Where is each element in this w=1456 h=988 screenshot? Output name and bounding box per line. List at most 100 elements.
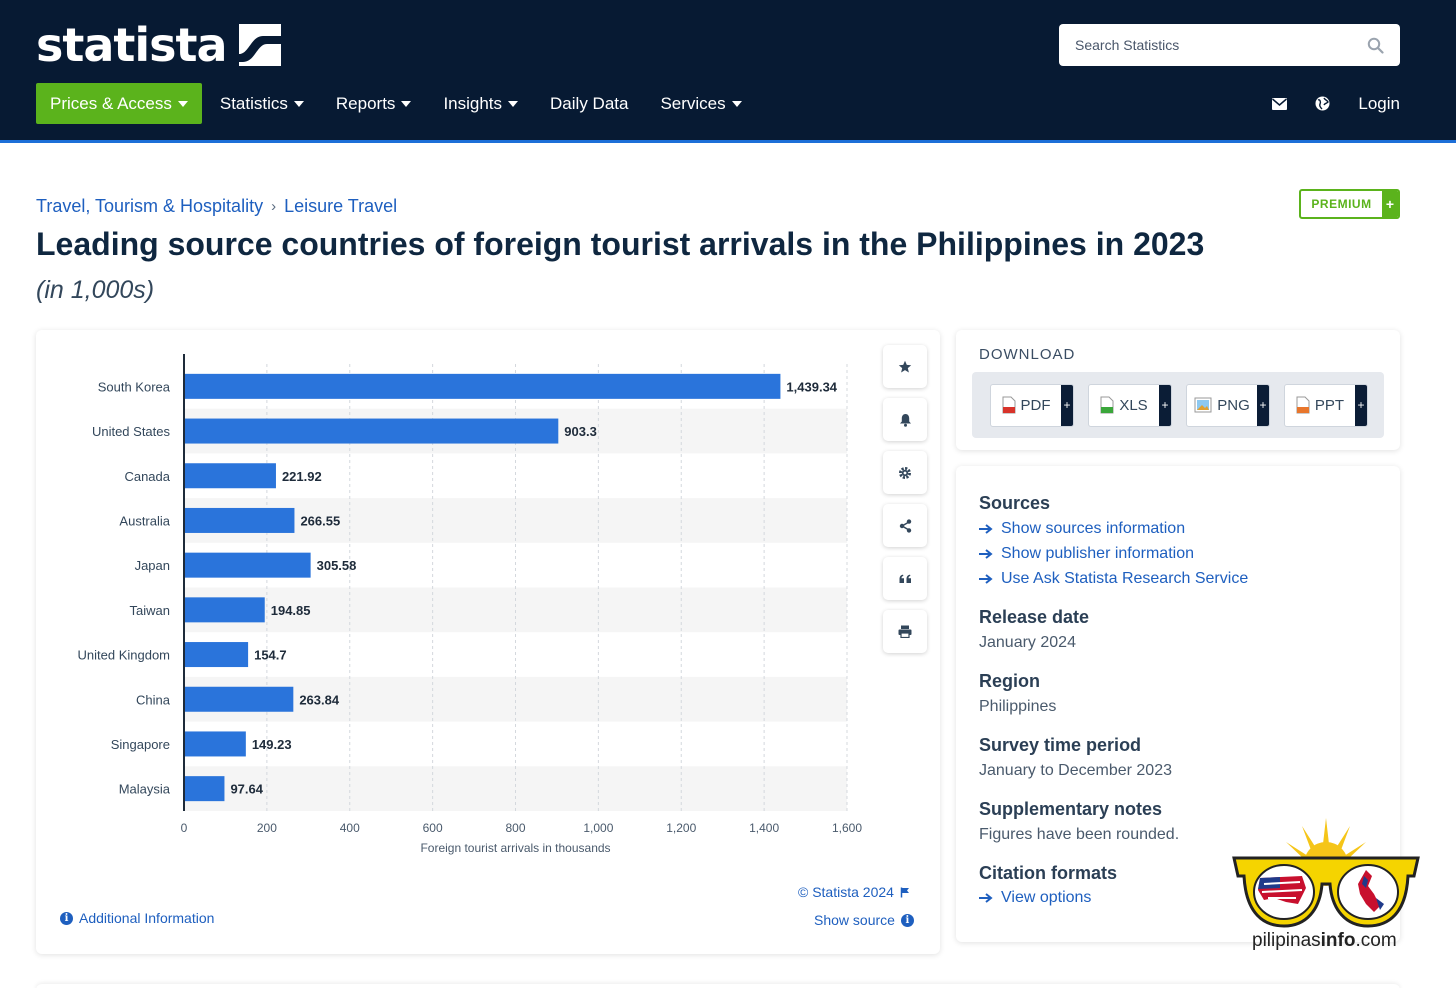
download-ppt-button[interactable]: PPT + bbox=[1284, 383, 1368, 427]
search-input[interactable] bbox=[1075, 37, 1367, 53]
main-nav: Prices & Access Statistics Reports Insig… bbox=[36, 83, 774, 124]
bell-icon bbox=[899, 413, 911, 427]
download-buttons: PDF + XLS + PNG + bbox=[972, 372, 1384, 438]
bar bbox=[184, 642, 249, 668]
download-xls-main: XLS bbox=[1089, 385, 1159, 426]
show-source-text: Show source bbox=[814, 912, 895, 928]
statista-logo-mark-icon bbox=[238, 24, 281, 66]
breadcrumb: Travel, Tourism & Hospitality › Leisure … bbox=[36, 196, 397, 217]
arrow-right-icon bbox=[979, 524, 993, 534]
statista-logo[interactable]: statista bbox=[36, 18, 281, 72]
show-source-link[interactable]: Show source i bbox=[814, 912, 914, 928]
ask-statista-link[interactable]: Use Ask Statista Research Service bbox=[979, 570, 1248, 588]
xls-file-icon bbox=[1100, 396, 1114, 414]
bar bbox=[184, 463, 276, 489]
survey-period-value: January to December 2023 bbox=[979, 762, 1172, 779]
search-icon[interactable] bbox=[1367, 37, 1384, 54]
ask-statista-text: Use Ask Statista Research Service bbox=[1001, 570, 1249, 587]
download-title: DOWNLOAD bbox=[979, 346, 1076, 363]
premium-label: PREMIUM bbox=[1311, 197, 1372, 211]
ppt-file-icon bbox=[1296, 396, 1310, 414]
cite-button[interactable] bbox=[883, 557, 927, 600]
view-options-link[interactable]: View options bbox=[979, 889, 1091, 907]
data-label: 263.84 bbox=[299, 692, 340, 707]
search-box[interactable] bbox=[1059, 24, 1400, 66]
settings-button[interactable] bbox=[883, 451, 927, 494]
print-icon bbox=[898, 625, 912, 638]
category-label: Malaysia bbox=[119, 782, 171, 797]
x-tick-label: 600 bbox=[423, 821, 443, 835]
png-file-icon bbox=[1194, 397, 1212, 413]
watermark-text-suffix: .com bbox=[1355, 930, 1397, 951]
x-tick-label: 400 bbox=[340, 821, 360, 835]
region-value: Philippines bbox=[979, 698, 1057, 715]
download-pdf-label: PDF bbox=[1020, 396, 1051, 414]
caret-down-icon bbox=[508, 100, 519, 107]
watermark-text-bold: info bbox=[1320, 930, 1356, 951]
data-label: 1,439.34 bbox=[786, 379, 837, 394]
chart-card: 1,439.34 South Korea 903.3 United States 221… bbox=[36, 330, 940, 954]
download-xls-plus: + bbox=[1159, 384, 1171, 426]
bar bbox=[184, 418, 559, 444]
x-tick-label: 1,000 bbox=[583, 821, 613, 835]
bar bbox=[184, 686, 294, 712]
watermark-text-plain: pilipinas bbox=[1252, 930, 1321, 951]
quote-icon bbox=[899, 574, 911, 583]
page-subtitle: (in 1,000s) bbox=[36, 276, 155, 304]
logo-text: statista bbox=[36, 18, 228, 72]
premium-badge[interactable]: PREMIUM + bbox=[1299, 189, 1400, 219]
print-button[interactable] bbox=[883, 610, 927, 653]
breadcrumb-separator: › bbox=[271, 198, 277, 215]
bar bbox=[184, 597, 265, 623]
show-sources-text: Show sources information bbox=[1001, 520, 1186, 537]
statista-copyright-link[interactable]: © Statista 2024 bbox=[798, 884, 910, 900]
category-label: Canada bbox=[124, 469, 170, 484]
nav-statistics[interactable]: Statistics bbox=[220, 94, 304, 114]
bar bbox=[184, 731, 246, 757]
premium-plus-icon: + bbox=[1382, 191, 1398, 217]
release-date-heading: Release date bbox=[979, 607, 1090, 627]
notification-button[interactable] bbox=[883, 398, 927, 441]
bar bbox=[184, 507, 295, 533]
arrow-right-icon bbox=[979, 549, 993, 559]
region-heading: Region bbox=[979, 671, 1040, 691]
share-button[interactable] bbox=[883, 504, 927, 547]
header-accent-line bbox=[0, 140, 1456, 143]
globe-icon[interactable] bbox=[1315, 96, 1330, 111]
category-label: United States bbox=[92, 424, 171, 439]
nav-services[interactable]: Services bbox=[660, 94, 742, 114]
info-icon: i bbox=[900, 913, 914, 927]
show-publisher-link[interactable]: Show publisher information bbox=[979, 545, 1194, 563]
chart-toolbar bbox=[883, 345, 927, 653]
nav-daily-data[interactable]: Daily Data bbox=[550, 94, 628, 114]
breadcrumb-travel-tourism[interactable]: Travel, Tourism & Hospitality bbox=[36, 196, 264, 216]
nav-label: Insights bbox=[443, 93, 503, 113]
breadcrumb-leisure-travel[interactable]: Leisure Travel bbox=[284, 196, 398, 216]
bar bbox=[184, 373, 781, 399]
nav-right: Login bbox=[1272, 83, 1400, 124]
download-xls-button[interactable]: XLS + bbox=[1088, 383, 1172, 427]
favorite-button[interactable] bbox=[883, 345, 927, 388]
nav-insights[interactable]: Insights bbox=[443, 93, 519, 114]
pdf-file-icon bbox=[1002, 396, 1015, 414]
supplementary-notes-value: Figures have been rounded. bbox=[979, 826, 1180, 843]
download-xls-label: XLS bbox=[1119, 396, 1148, 414]
copyright-text: © Statista 2024 bbox=[798, 884, 894, 900]
download-pdf-plus: + bbox=[1061, 384, 1073, 426]
data-label: 305.58 bbox=[317, 558, 357, 573]
show-sources-link[interactable]: Show sources information bbox=[979, 520, 1185, 538]
bar bbox=[184, 552, 311, 578]
additional-information-link[interactable]: i Additional Information bbox=[60, 910, 214, 926]
nav-reports[interactable]: Reports bbox=[336, 94, 412, 114]
download-png-button[interactable]: PNG + bbox=[1186, 383, 1270, 427]
nav-prices-access[interactable]: Prices & Access bbox=[36, 83, 202, 124]
download-pdf-main: PDF bbox=[991, 385, 1061, 426]
login-link[interactable]: Login bbox=[1358, 93, 1400, 113]
nav-label: Prices & Access bbox=[50, 93, 172, 113]
download-pdf-button[interactable]: PDF + bbox=[990, 383, 1074, 427]
share-icon bbox=[899, 518, 911, 533]
data-label: 903.3 bbox=[564, 424, 597, 439]
mail-icon[interactable] bbox=[1272, 97, 1288, 110]
supplementary-notes-heading: Supplementary notes bbox=[979, 799, 1163, 819]
gear-icon bbox=[899, 466, 911, 479]
